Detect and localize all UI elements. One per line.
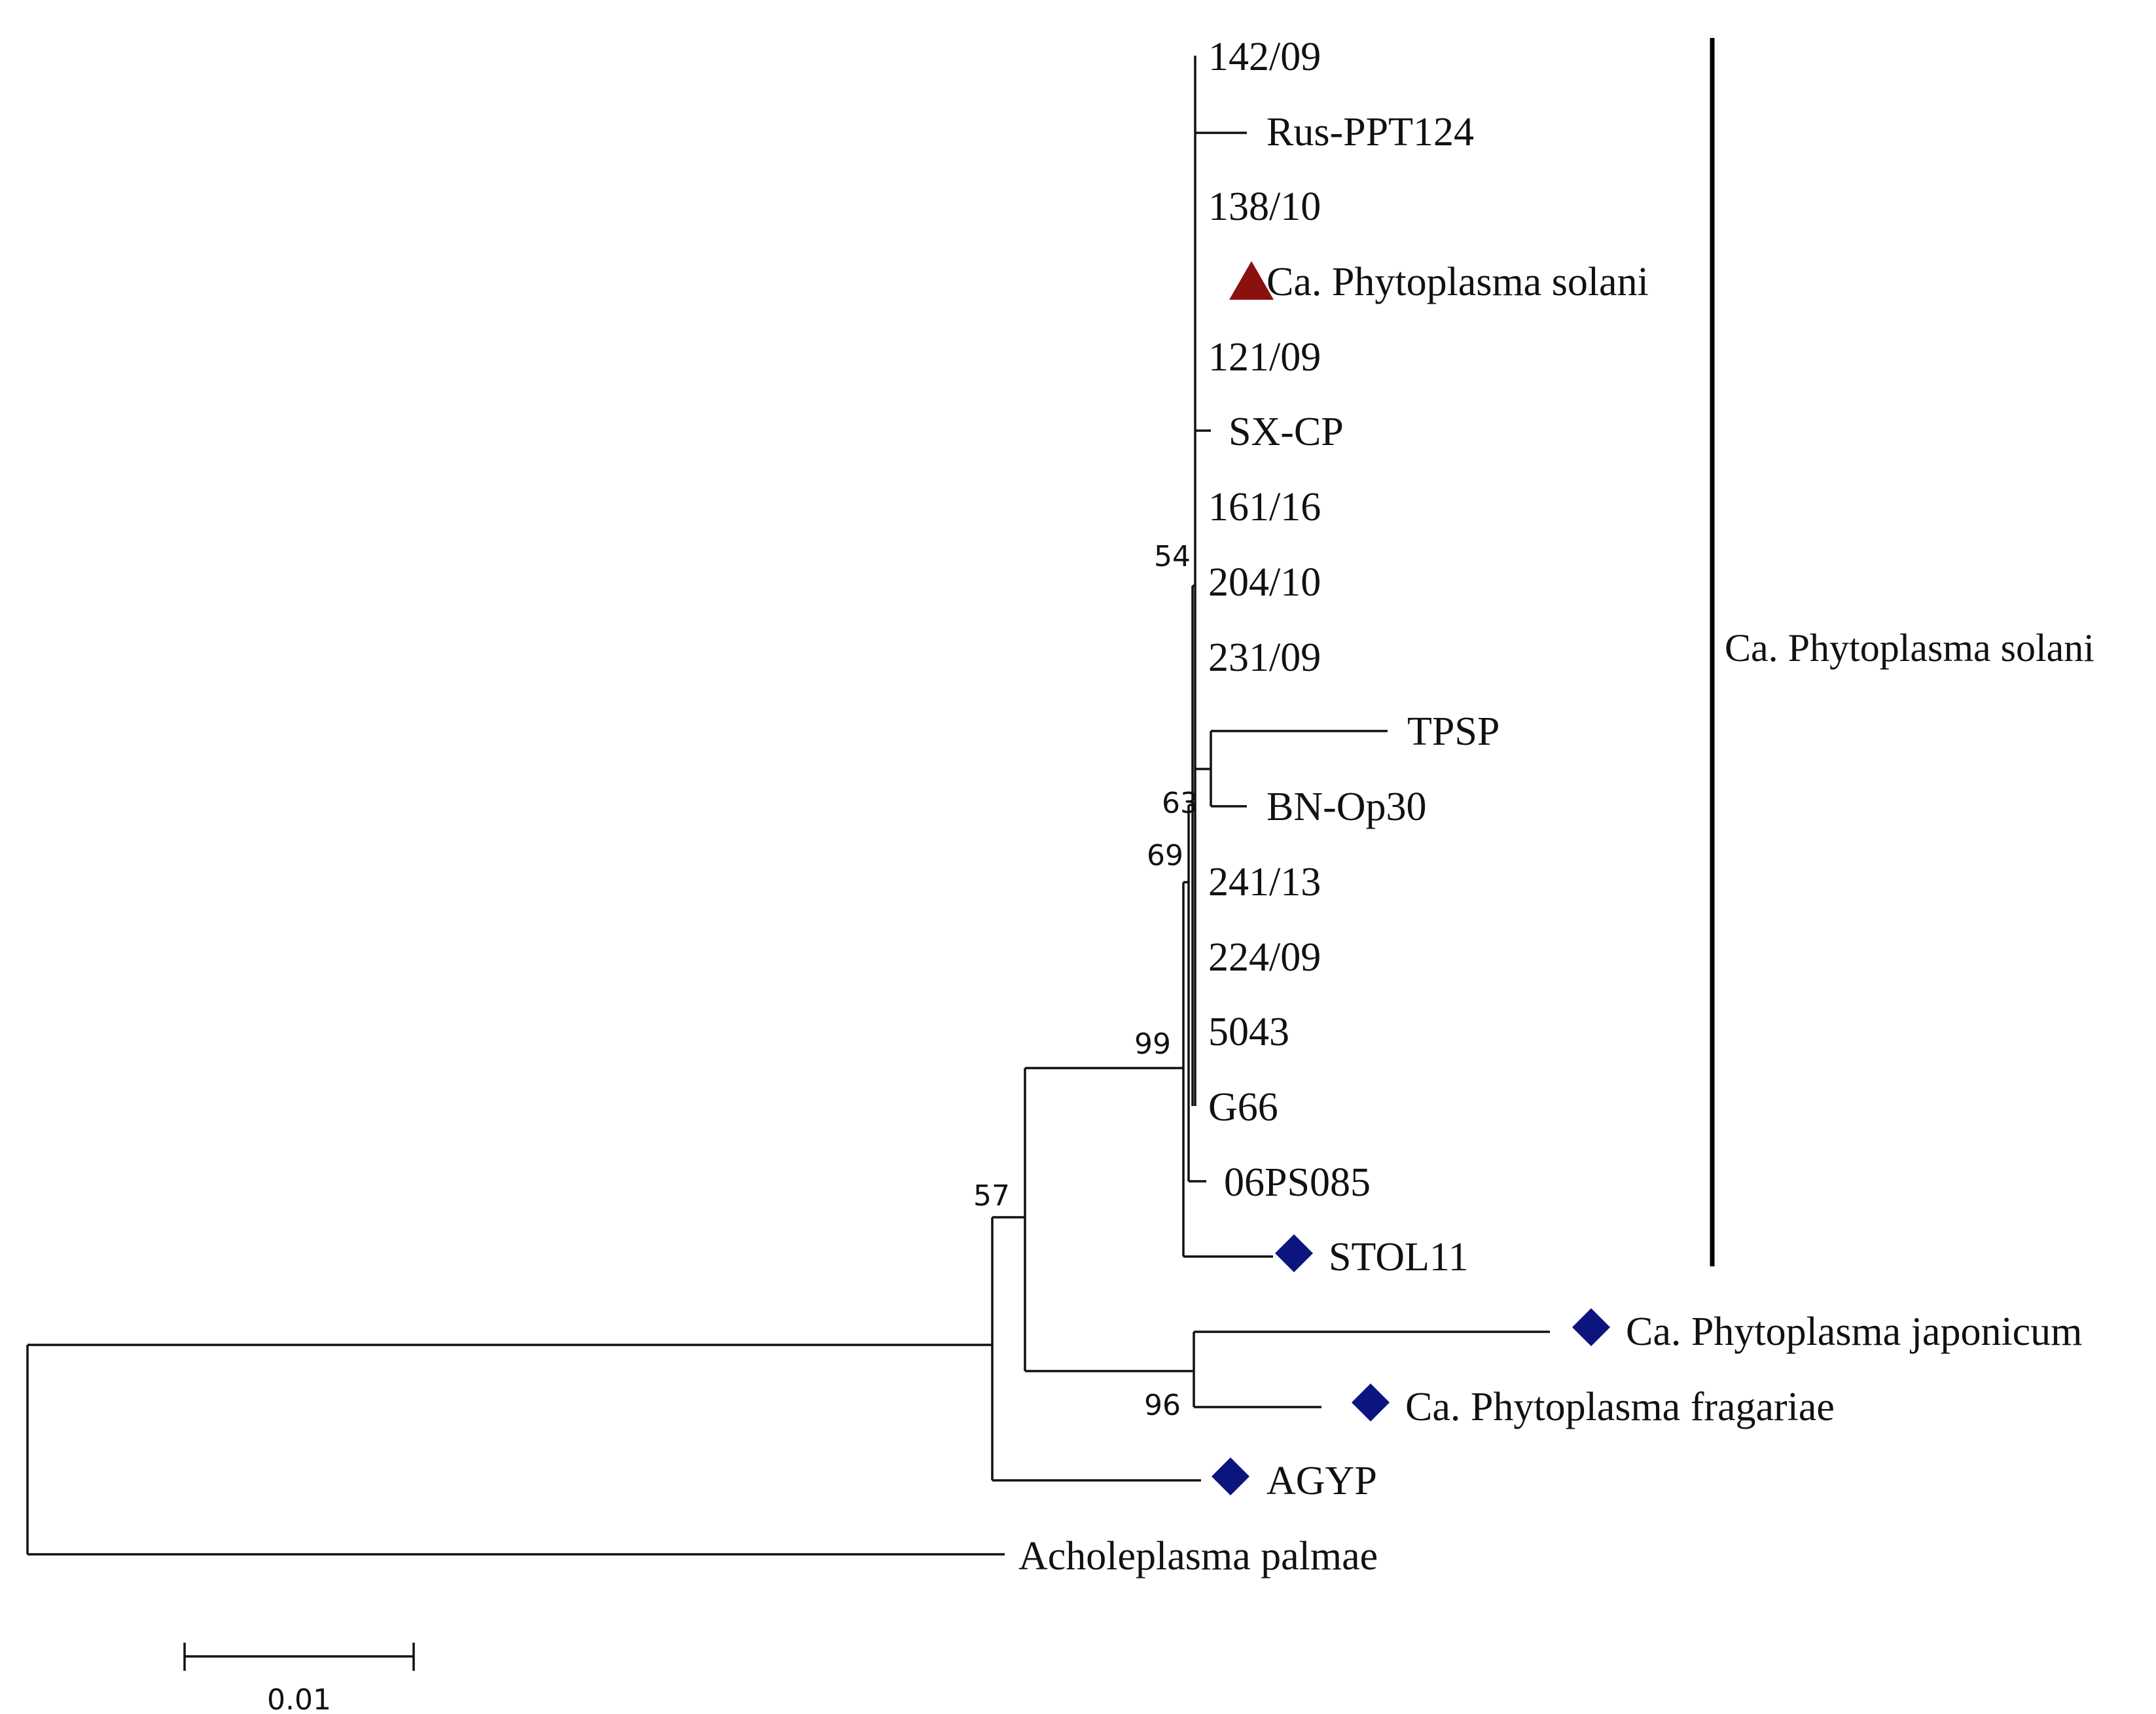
leaf-label-rus-ppt124: Rus-PPT124 xyxy=(1267,110,1474,154)
leaf-label-tpsp: TPSP xyxy=(1407,709,1500,754)
scale-bar-line xyxy=(183,1643,415,1671)
leaf-label-138-10: 138/10 xyxy=(1208,185,1321,229)
leaf-label-241-13: 241/13 xyxy=(1208,860,1321,904)
leaf-label-204-10: 204/10 xyxy=(1208,560,1321,605)
diamond-marker-icon xyxy=(1572,1308,1610,1346)
leaf-labels: 142/09 Rus-PPT124 138/10 Ca. Phytoplasma… xyxy=(1018,35,2082,1579)
bootstrap-value-57: 57 xyxy=(973,1179,1010,1213)
bootstrap-value-69: 69 xyxy=(1147,839,1183,872)
diamond-marker-icon xyxy=(1352,1384,1390,1421)
leaf-label-161-16: 161/16 xyxy=(1208,485,1321,529)
scale-bar-label: 0.01 xyxy=(267,1683,331,1714)
leaf-label-224-09: 224/09 xyxy=(1208,935,1321,980)
leaf-label-06ps085: 06PS085 xyxy=(1224,1160,1371,1205)
leaf-label-ca-phytoplasma-solani: Ca. Phytoplasma solani xyxy=(1267,260,1649,304)
leaf-label-121-09: 121/09 xyxy=(1208,335,1321,380)
tree-branches xyxy=(26,56,1550,1556)
bootstrap-value-99: 99 xyxy=(1134,1027,1171,1061)
leaf-label-ca-phytoplasma-fragariae: Ca. Phytoplasma fragariae xyxy=(1405,1385,1835,1429)
leaf-label-5043: 5043 xyxy=(1208,1010,1289,1054)
clade-bracket: Ca. Phytoplasma solani xyxy=(1710,38,2094,1266)
leaf-label-g66: G66 xyxy=(1208,1085,1278,1130)
leaf-markers xyxy=(1212,261,1610,1495)
bootstrap-value-63: 63 xyxy=(1162,787,1198,820)
diamond-marker-icon xyxy=(1212,1457,1249,1495)
leaf-label-stol11: STOL11 xyxy=(1329,1235,1469,1279)
leaf-label-ca-phytoplasma-japonicum: Ca. Phytoplasma japonicum xyxy=(1626,1310,2082,1354)
bootstrap-value-96: 96 xyxy=(1144,1389,1181,1422)
leaf-label-sx-cp: SX-CP xyxy=(1229,410,1344,454)
bootstrap-value-54: 54 xyxy=(1154,540,1191,573)
leaf-label-acholeplasma-palmae: Acholeplasma palmae xyxy=(1018,1534,1378,1579)
clade-label: Ca. Phytoplasma solani xyxy=(1725,626,2094,670)
leaf-label-bn-op30: BN-Op30 xyxy=(1267,785,1427,829)
triangle-marker-icon xyxy=(1229,261,1274,300)
scale-bar: 0.01 xyxy=(183,1643,415,1714)
leaf-label-231-09: 231/09 xyxy=(1208,635,1321,680)
leaf-label-agyp: AGYP xyxy=(1267,1459,1377,1503)
leaf-label-142-09: 142/09 xyxy=(1208,35,1321,79)
bootstrap-values: 54 63 69 99 57 96 xyxy=(973,540,1198,1422)
diamond-marker-icon xyxy=(1275,1234,1313,1272)
